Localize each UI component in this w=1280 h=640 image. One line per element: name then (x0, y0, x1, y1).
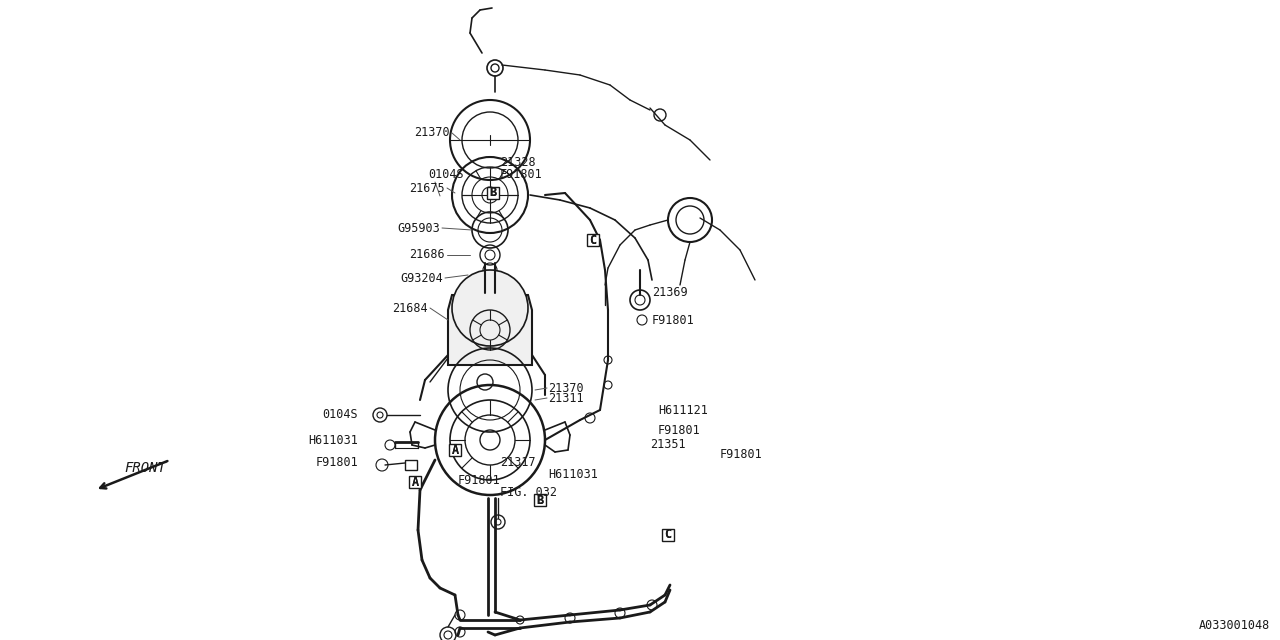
Text: 21328: 21328 (500, 156, 535, 168)
Text: F91801: F91801 (658, 424, 700, 436)
Text: B: B (489, 186, 497, 200)
Bar (404, 460, 417, 470)
Text: 0104S: 0104S (428, 168, 463, 182)
Text: 21684: 21684 (393, 301, 428, 314)
Text: B: B (536, 493, 544, 506)
Polygon shape (448, 295, 532, 365)
Text: G95903: G95903 (397, 221, 440, 234)
Bar (534, 494, 547, 506)
Text: H611031: H611031 (308, 433, 358, 447)
Text: 21675: 21675 (410, 182, 445, 195)
Text: B: B (489, 186, 497, 200)
Text: 21369: 21369 (652, 285, 687, 298)
Bar (410, 476, 421, 488)
Bar (662, 529, 675, 541)
Text: 21311: 21311 (548, 392, 584, 404)
Text: FIG. 032: FIG. 032 (500, 486, 557, 499)
Text: 21370: 21370 (548, 381, 584, 394)
Text: 21370: 21370 (415, 127, 451, 140)
Text: A033001048: A033001048 (1199, 619, 1270, 632)
Text: F91801: F91801 (500, 168, 543, 182)
Text: A: A (411, 476, 419, 488)
Bar (449, 444, 461, 456)
Text: A: A (452, 444, 458, 456)
Text: 21686: 21686 (410, 248, 445, 262)
Text: A: A (411, 476, 419, 488)
Text: F91801: F91801 (315, 456, 358, 468)
Bar (588, 234, 599, 246)
Text: A: A (452, 444, 458, 456)
Text: 21351: 21351 (650, 438, 686, 451)
Text: C: C (664, 529, 672, 541)
Text: H611121: H611121 (658, 403, 708, 417)
Text: 21317: 21317 (500, 456, 535, 468)
Text: C: C (664, 529, 672, 541)
Text: F91801: F91801 (719, 449, 763, 461)
Text: F91801: F91801 (458, 474, 500, 486)
Text: C: C (589, 234, 596, 246)
Text: 0104S: 0104S (323, 408, 358, 422)
Circle shape (452, 270, 529, 346)
Text: H611031: H611031 (548, 468, 598, 481)
Bar (486, 187, 499, 199)
Text: B: B (536, 493, 544, 506)
Text: G93204: G93204 (401, 271, 443, 285)
Text: F91801: F91801 (652, 314, 695, 326)
Text: FRONT: FRONT (124, 461, 166, 475)
Text: C: C (589, 234, 596, 246)
